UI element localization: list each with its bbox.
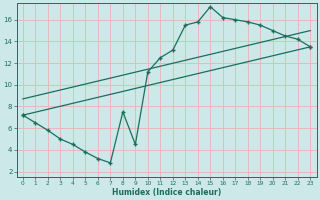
X-axis label: Humidex (Indice chaleur): Humidex (Indice chaleur) <box>112 188 221 197</box>
